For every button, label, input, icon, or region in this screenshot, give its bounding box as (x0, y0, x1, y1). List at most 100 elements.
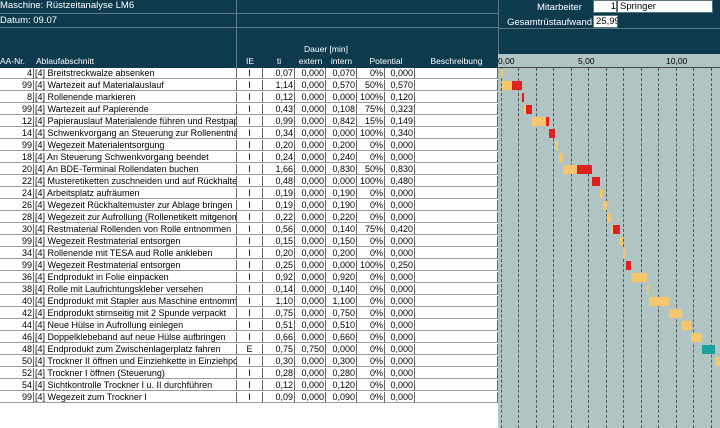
mitarbeiter-field[interactable]: Springer (617, 0, 713, 13)
cell-ie[interactable]: I (237, 332, 263, 343)
cell-in[interactable]: 0,000 (326, 176, 357, 187)
cell-ab[interactable]: [4] An Steuerung Schwenkvorgang beendet (34, 152, 237, 163)
cell-in[interactable]: 0,190 (326, 200, 357, 211)
cell-ab[interactable]: [4] Wegezeit Materialentsorgung (34, 140, 237, 151)
cell-ie[interactable]: I (237, 212, 263, 223)
cell-pp[interactable]: 0% (357, 236, 385, 247)
cell-ie[interactable]: I (237, 392, 263, 403)
cell-ti[interactable]: 0,15 (263, 236, 295, 247)
cell-ex[interactable]: 0,000 (295, 188, 326, 199)
cell-nr[interactable]: 36 (0, 272, 34, 283)
cell-pv[interactable]: 0,120 (385, 92, 415, 103)
cell-ti[interactable]: 0,43 (263, 104, 295, 115)
cell-ex[interactable]: 0,750 (295, 344, 326, 355)
cell-pp[interactable]: 75% (357, 224, 385, 235)
cell-beschreibung[interactable] (415, 236, 498, 247)
cell-in[interactable]: 0,750 (326, 308, 357, 319)
cell-nr[interactable]: 99 (0, 236, 34, 247)
cell-in[interactable]: 0,000 (326, 260, 357, 271)
cell-pv[interactable]: 0,000 (385, 188, 415, 199)
cell-pp[interactable]: 0% (357, 68, 385, 79)
cell-ab[interactable]: [4] Endprodukt zum Zwischenlagerplatz fa… (34, 344, 237, 355)
cell-in[interactable]: 0,140 (326, 224, 357, 235)
cell-ab[interactable]: [4] Doppelklebeband auf neue Hülse aufbr… (34, 332, 237, 343)
cell-ti[interactable]: 0,19 (263, 200, 295, 211)
cell-ex[interactable]: 0,000 (295, 176, 326, 187)
cell-ab[interactable]: [4] Rolle mit Laufrichtungskleber verseh… (34, 284, 237, 295)
cell-ex[interactable]: 0,000 (295, 224, 326, 235)
cell-ex[interactable]: 0,000 (295, 68, 326, 79)
cell-nr[interactable]: 42 (0, 308, 34, 319)
cell-ti[interactable]: 0,12 (263, 92, 295, 103)
cell-pp[interactable]: 0% (357, 380, 385, 391)
cell-ab[interactable]: [4] An BDE-Terminal Rollendaten buchen (34, 164, 237, 175)
cell-ti[interactable]: 1,66 (263, 164, 295, 175)
cell-ab[interactable]: [4] Papierauslauf Materialende führen un… (34, 116, 237, 127)
cell-in[interactable]: 0,190 (326, 188, 357, 199)
cell-beschreibung[interactable] (415, 356, 498, 367)
cell-in[interactable]: 0,000 (326, 344, 357, 355)
cell-pp[interactable]: 0% (357, 248, 385, 259)
cell-pv[interactable]: 0,000 (385, 152, 415, 163)
cell-ie[interactable]: I (237, 296, 263, 307)
cell-nr[interactable]: 99 (0, 80, 34, 91)
cell-beschreibung[interactable] (415, 212, 498, 223)
cell-beschreibung[interactable] (415, 284, 498, 295)
cell-ab[interactable]: [4] Wegezeit Restmaterial entsorgen (34, 260, 237, 271)
cell-ie[interactable]: I (237, 164, 263, 175)
cell-ab[interactable]: [4] Arbeitsplatz aufräumen (34, 188, 237, 199)
cell-pp[interactable]: 100% (357, 176, 385, 187)
cell-nr[interactable]: 99 (0, 140, 34, 151)
cell-ex[interactable]: 0,000 (295, 296, 326, 307)
cell-ie[interactable]: I (237, 188, 263, 199)
cell-pv[interactable]: 0,000 (385, 272, 415, 283)
cell-nr[interactable]: 44 (0, 320, 34, 331)
cell-ab[interactable]: [4] Breitstreckwalze absenken (34, 68, 237, 79)
cell-ab[interactable]: [4] Wegezeit Rückhaltemuster zur Ablage … (34, 200, 237, 211)
mitarbeiter-prefix[interactable]: 1 (593, 0, 617, 13)
cell-pv[interactable]: 0,340 (385, 128, 415, 139)
cell-pv[interactable]: 0,000 (385, 368, 415, 379)
cell-ie[interactable]: I (237, 260, 263, 271)
cell-pv[interactable]: 0,000 (385, 356, 415, 367)
cell-ex[interactable]: 0,000 (295, 392, 326, 403)
cell-beschreibung[interactable] (415, 92, 498, 103)
cell-ex[interactable]: 0,000 (295, 128, 326, 139)
cell-ti[interactable]: 0,66 (263, 332, 295, 343)
cell-nr[interactable]: 20 (0, 164, 34, 175)
cell-pv[interactable]: 0,000 (385, 320, 415, 331)
cell-ti[interactable]: 0,22 (263, 212, 295, 223)
cell-ex[interactable]: 0,000 (295, 236, 326, 247)
cell-beschreibung[interactable] (415, 164, 498, 175)
cell-ab[interactable]: [4] Wartezeit auf Materialauslauf (34, 80, 237, 91)
cell-pv[interactable]: 0,000 (385, 296, 415, 307)
cell-pp[interactable]: 0% (357, 368, 385, 379)
cell-pv[interactable]: 0,000 (385, 140, 415, 151)
cell-nr[interactable]: 40 (0, 296, 34, 307)
cell-ex[interactable]: 0,000 (295, 104, 326, 115)
cell-beschreibung[interactable] (415, 380, 498, 391)
cell-ie[interactable]: I (237, 92, 263, 103)
cell-ab[interactable]: [4] Wegezeit zur Aufrollung (Rollenetike… (34, 212, 237, 223)
cell-pv[interactable]: 0,000 (385, 344, 415, 355)
cell-in[interactable]: 0,280 (326, 368, 357, 379)
cell-pp[interactable]: 0% (357, 212, 385, 223)
cell-pv[interactable]: 0,000 (385, 392, 415, 403)
cell-ie[interactable]: I (237, 104, 263, 115)
cell-pv[interactable]: 0,000 (385, 248, 415, 259)
cell-ex[interactable]: 0,000 (295, 92, 326, 103)
cell-nr[interactable]: 18 (0, 152, 34, 163)
cell-ti[interactable]: 1,14 (263, 80, 295, 91)
cell-nr[interactable]: 12 (0, 116, 34, 127)
cell-nr[interactable]: 8 (0, 92, 34, 103)
cell-ie[interactable]: I (237, 368, 263, 379)
cell-in[interactable]: 0,200 (326, 248, 357, 259)
cell-ti[interactable]: 0,12 (263, 380, 295, 391)
cell-beschreibung[interactable] (415, 80, 498, 91)
cell-pp[interactable]: 0% (357, 200, 385, 211)
cell-ie[interactable]: I (237, 320, 263, 331)
cell-beschreibung[interactable] (415, 368, 498, 379)
cell-beschreibung[interactable] (415, 104, 498, 115)
cell-ex[interactable]: 0,000 (295, 248, 326, 259)
cell-ab[interactable]: [4] Trockner I öffnen (Steuerung) (34, 368, 237, 379)
